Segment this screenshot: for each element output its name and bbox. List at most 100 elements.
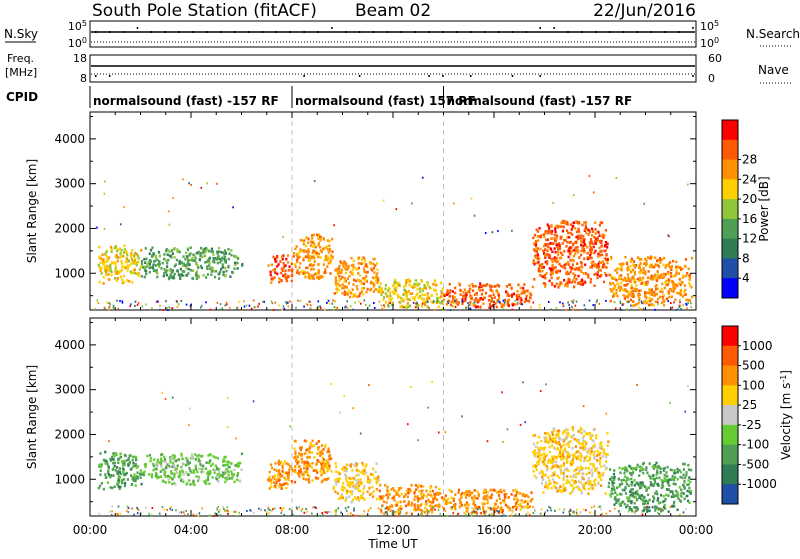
echo-cell [305,237,307,239]
echo-cell [654,481,656,484]
echo-cell [580,442,582,445]
echo-cell [127,458,129,461]
echo-cell [632,472,634,475]
echo-cell [686,490,688,493]
echo-cell [490,489,492,492]
echo-cell [216,256,218,259]
echo-cell [563,444,565,447]
echo-cell [130,303,132,305]
echo-cell [158,265,160,268]
echo-cell [309,456,311,459]
echo-cell [622,263,624,266]
echo-cell [236,478,238,481]
echo-cell [633,279,635,282]
echo-cell [166,274,168,277]
echo-cell [573,249,575,252]
echo-cell [582,238,584,241]
echo-cell [111,506,113,508]
echo-cell [466,294,468,297]
echo-cell [578,442,580,445]
echo-cell [421,288,423,291]
echo-cell [269,475,271,478]
echo-cell [595,437,597,440]
echo-cell [385,293,387,296]
echo-cell [512,304,514,307]
echo-cell [639,466,641,469]
echo-cell [419,287,421,290]
echo-cell [591,234,593,237]
echo-cell [483,490,485,493]
echo-cell [509,284,511,287]
echo-cell [322,514,324,516]
echo-cell [563,226,565,229]
echo-cell [226,303,228,305]
echo-cell [588,433,590,436]
echo-cell [360,280,362,283]
echo-cell [624,297,626,300]
echo-cell [582,442,584,445]
echo-cell [591,261,593,264]
echo-cell [270,271,272,274]
echo-cell [243,300,245,302]
echo-cell [205,276,207,279]
echo-cell [526,500,528,503]
echo-cell [197,266,199,269]
echo-cell [279,479,281,482]
echo-cell [650,293,652,296]
echo-cell [237,462,239,465]
echo-cell [593,246,595,249]
echo-cell [594,264,596,267]
echo-cell [373,271,375,274]
echo-cell [308,478,310,481]
echo-cell [167,463,169,466]
echo-cell [414,503,416,506]
echo-cell [227,510,229,512]
echo-cell [509,507,511,510]
echo-cell [172,454,174,457]
echo-cell [323,237,325,240]
echo-cell [131,281,133,284]
echo-cell [216,475,218,478]
echo-cell [642,484,644,487]
echo-cell [345,268,347,271]
echo-cell [254,306,256,308]
echo-cell [651,291,653,294]
echo-cell [206,268,208,271]
echo-cell [174,466,176,469]
echo-cell [658,265,660,268]
echo-cell [99,473,101,476]
echo-cell [628,497,630,500]
echo-cell [293,252,295,255]
echo-cell [661,288,663,291]
echo-cell [651,298,653,301]
echo-cell [596,301,598,303]
echo-cell [494,302,496,305]
echo-cell [200,252,202,255]
echo-cell [155,472,157,475]
echo-cell [212,463,214,466]
echo-cell [567,261,569,264]
echo-cell [599,224,601,227]
echo-cell [323,458,325,461]
echo-cell [382,299,384,302]
echo-cell [577,249,579,252]
echo-cell [571,250,573,253]
echo-cell [151,247,153,250]
echo-cell [407,503,409,506]
echo-cell [602,235,604,238]
echo-cell [357,480,359,483]
echo-cell [344,474,346,477]
echo-cell [663,495,665,498]
echo-cell [120,260,122,263]
echo-cell [351,493,353,496]
echo-cell [284,270,286,273]
echo-cell [155,257,157,260]
echo-cell [274,268,276,271]
echo-cell [607,444,609,447]
echo-cell [281,256,283,259]
echo-cell [589,254,591,257]
echo-cell [489,303,491,306]
echo-cell [544,285,546,288]
echo-cell [330,257,332,260]
